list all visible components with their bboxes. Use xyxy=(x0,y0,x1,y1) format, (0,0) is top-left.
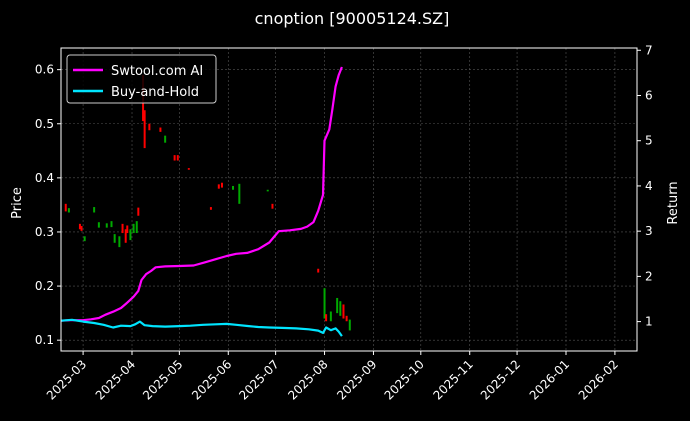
candle xyxy=(173,155,176,161)
candle xyxy=(266,189,269,192)
candle xyxy=(329,311,332,322)
candle xyxy=(339,301,342,316)
plot-frame xyxy=(60,47,638,352)
return-lines xyxy=(60,66,343,337)
candle xyxy=(220,182,223,188)
series-line-buy-and-hold xyxy=(60,318,343,337)
candle xyxy=(209,207,212,210)
candle xyxy=(129,229,132,241)
candle xyxy=(132,223,135,234)
candle xyxy=(64,203,67,212)
candle xyxy=(121,223,124,234)
candle xyxy=(345,315,348,322)
candle xyxy=(135,221,138,234)
candle xyxy=(118,236,121,248)
candle xyxy=(342,304,345,319)
candle xyxy=(159,127,162,132)
series-line-swtool-com-ai xyxy=(60,66,343,322)
candle xyxy=(317,268,320,273)
right-tick-label: 1 xyxy=(645,315,653,329)
candle xyxy=(325,314,328,322)
candle xyxy=(78,223,81,230)
candlestick-series xyxy=(64,75,351,331)
left-axis: 0.1 0.2 0.3 0.4 0.5 0.6 xyxy=(35,63,61,347)
legend-label: Swtool.com AI xyxy=(111,64,203,79)
candle xyxy=(67,208,70,213)
right-axis: 1 2 3 4 5 6 7 xyxy=(637,43,653,329)
candle xyxy=(348,319,351,331)
left-tick-label: 0.2 xyxy=(35,279,54,293)
candle xyxy=(83,236,86,242)
right-axis-label: Return xyxy=(666,181,681,224)
left-tick-label: 0.6 xyxy=(35,63,54,77)
legend-label: Buy-and-Hold xyxy=(111,85,199,100)
candle xyxy=(97,222,100,228)
candle xyxy=(113,234,116,243)
legend: Swtool.com AI Buy-and-Hold xyxy=(66,54,217,104)
candle xyxy=(238,183,241,204)
right-tick-label: 5 xyxy=(645,134,653,148)
candle xyxy=(126,225,129,234)
left-tick-label: 0.5 xyxy=(35,117,54,131)
candle xyxy=(124,229,127,243)
candle xyxy=(232,185,235,190)
candle xyxy=(80,226,83,231)
right-tick-label: 2 xyxy=(645,269,653,283)
right-tick-label: 6 xyxy=(645,88,653,102)
chart-title: cnoption [90005124.SZ] xyxy=(255,9,450,28)
candle xyxy=(176,155,179,161)
candle xyxy=(105,223,108,228)
candle xyxy=(137,207,140,216)
candle xyxy=(93,207,96,213)
left-tick-label: 0.3 xyxy=(35,225,54,239)
left-tick-label: 0.4 xyxy=(35,171,54,185)
candle xyxy=(148,123,151,131)
right-tick-label: 7 xyxy=(645,43,653,57)
candle xyxy=(217,184,220,189)
left-axis-label: Price xyxy=(10,187,25,219)
candle xyxy=(271,203,274,209)
left-tick-label: 0.1 xyxy=(35,333,54,347)
right-tick-label: 3 xyxy=(645,224,653,238)
candle xyxy=(164,135,167,143)
legend-box xyxy=(66,54,217,104)
candle xyxy=(110,221,113,228)
candle xyxy=(187,168,190,170)
right-tick-label: 4 xyxy=(645,179,653,193)
candle xyxy=(143,110,146,149)
grid xyxy=(61,48,637,351)
candle xyxy=(336,297,339,314)
candle xyxy=(323,288,326,319)
